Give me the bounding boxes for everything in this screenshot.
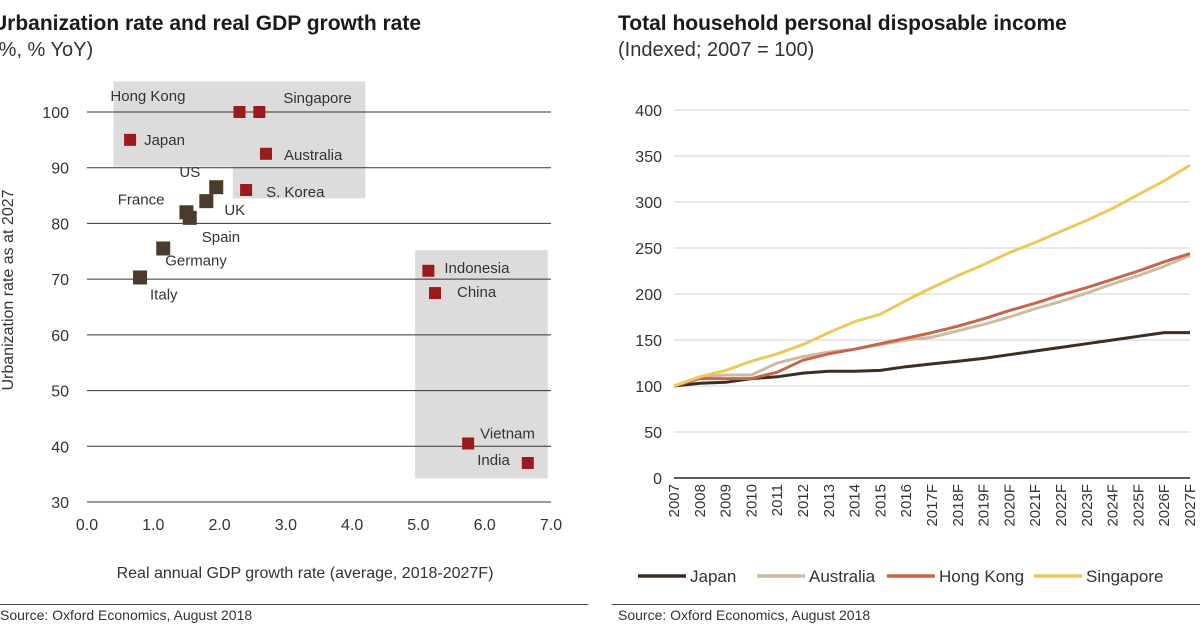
x-tick-label: 2007 [666,484,683,517]
y-tick-label: 350 [635,149,662,166]
x-tick-label: 2009 [718,484,735,517]
source-rule [0,604,588,605]
x-tick-label: 2026F [1156,484,1173,527]
data-point [422,264,435,277]
point-label: China [457,284,497,301]
series-line [673,163,1191,388]
data-point [253,106,266,118]
data-point [462,437,475,450]
source-note: Source: Oxford Economics, August 2018 [0,607,253,623]
legend-label: Australia [809,567,876,586]
x-tick-label: 2021F [1027,484,1044,527]
point-label: Australia [284,147,343,164]
chart-subtitle: (%, % YoY) [0,39,94,61]
scatter-chart: 30 40 50 60 70 80 90 100 0.0 1.0 2.0 3.0 4.0 5.0 6.0 7.… [0,81,562,582]
x-tick-label: 2027F [1182,484,1199,527]
y-tick-label: 100 [635,379,662,396]
y-axis-label: Urbanization rate as at 2027 [0,189,17,390]
y-tick-label: 250 [635,241,662,258]
x-tick-label: 2017F [924,484,941,527]
point-label: France [118,191,165,208]
y-tick-label: 50 [644,425,662,442]
point-label: US [179,164,200,181]
legend-label: Singapore [1086,567,1164,586]
point-label: Hong Kong [110,88,185,105]
x-tick-label: 2025F [1130,484,1147,527]
point-label: Spain [202,229,240,246]
point-label: Singapore [283,90,351,107]
line-chart: 0 50 100 150 200 250 300 350 400 2007 2008 2009 2010… [635,103,1199,586]
x-tick-label: 2.0 [208,517,230,534]
point-label: Germany [165,253,227,270]
x-tick-label: 3.0 [275,517,297,534]
y-tick-label: 200 [635,287,662,304]
y-tick-label: 50 [51,384,69,401]
x-tick-label: 4.0 [341,517,363,534]
x-tick-label: 2013 [821,484,838,517]
chart-title: Urbanization rate and real GDP growth ra… [0,12,422,35]
y-tick-label: 70 [51,272,69,289]
point-label: Italy [150,286,178,303]
data-point [199,194,214,209]
data-point [259,147,272,160]
x-tick-label: 2012 [795,484,812,517]
y-tick-label: 40 [51,439,69,456]
series-line [673,252,1191,388]
point-label: UK [224,202,245,219]
point-label: India [477,452,510,469]
x-axis-label: Real annual GDP growth rate (average, 20… [117,565,494,582]
data-point [182,210,197,225]
data-point [521,457,534,469]
x-tick-label: 2008 [692,484,709,517]
y-tick-label: 100 [42,105,69,122]
x-tick-label: 2023F [1079,484,1096,527]
data-point [233,106,246,118]
x-tick-label: 2018F [950,484,967,527]
x-tick-label: 6.0 [474,517,496,534]
y-tick-label: 30 [51,495,69,512]
x-tick-label: 5.0 [407,517,429,534]
x-tick-label: 2019F [976,484,993,527]
data-point [133,270,148,285]
x-tick-label: 2010 [743,484,760,517]
y-tick-label: 300 [635,195,662,212]
point-label: Japan [144,132,185,149]
y-tick-label: 60 [51,328,69,345]
legend-label: Hong Kong [939,567,1024,586]
chart-subtitle: (Indexed; 2007 = 100) [618,39,815,61]
data-point [240,184,253,196]
x-tick-label: 2014 [847,484,864,517]
source-note: Source: Oxford Economics, August 2018 [618,607,871,623]
right-chart-panel: Total household personal disposable inco… [612,0,1200,630]
x-tick-label: 2022F [1053,484,1070,527]
y-tick-label: 80 [51,216,69,233]
data-point [124,133,137,146]
x-tick-label: 2016 [898,484,915,517]
x-tick-label: 2024F [1105,484,1122,527]
x-tick-label: 0.0 [76,517,98,534]
series-line [673,254,1191,388]
data-point [429,287,441,300]
left-chart-panel: Urbanization rate and real GDP growth ra… [0,0,588,630]
point-label: S. Korea [266,184,325,201]
chart-title: Total household personal disposable inco… [618,12,1067,35]
y-tick-label: 150 [635,333,662,350]
x-tick-label: 1.0 [142,517,164,534]
legend-label: Japan [690,567,736,586]
x-tick-label: 2011 [769,484,786,516]
x-tick-label: 2015 [872,484,889,517]
y-tick-label: 90 [51,161,69,178]
point-label: Vietnam [480,426,535,443]
point-label: Indonesia [444,260,510,277]
y-tick-label: 400 [635,103,662,120]
data-point [209,180,224,195]
x-tick-label: 7.0 [540,517,562,534]
data-point [156,241,171,256]
x-tick-label: 2020F [1001,484,1018,527]
source-rule [612,604,1200,605]
y-tick-label: 0 [653,471,662,488]
